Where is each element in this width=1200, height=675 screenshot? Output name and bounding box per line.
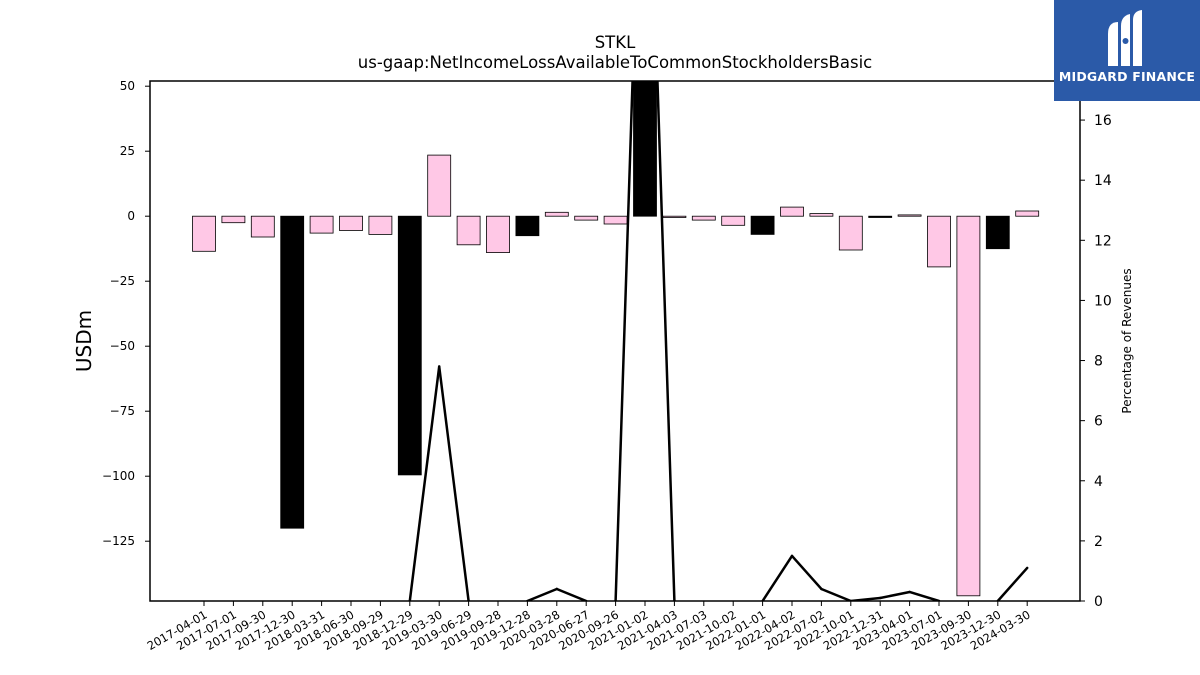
midgard-m-logo-icon	[1108, 10, 1142, 66]
y-right-tick-label: 12	[1094, 233, 1112, 249]
bar-2024-03-30	[1015, 210, 1040, 217]
bar-2022-12-31	[868, 215, 893, 218]
bar-2020-03-28	[544, 211, 569, 217]
line-segment	[614, 81, 634, 601]
bar-2023-04-01	[897, 214, 922, 217]
y-tick-label: −50	[110, 339, 135, 353]
midgard-logo: MIDGARD FINANCE	[1054, 0, 1200, 101]
bar-2021-01-02	[633, 81, 657, 217]
bar-2021-10-02	[721, 215, 746, 226]
line-segment	[790, 554, 823, 591]
bar-2017-04-01	[192, 215, 216, 252]
y-right-tick-label: 8	[1094, 354, 1103, 370]
y-right-tick-label: 6	[1094, 414, 1103, 430]
bar-2022-07-02	[809, 213, 834, 217]
bar-2018-03-31	[309, 215, 334, 234]
line-segment	[555, 587, 588, 601]
bar-2021-04-03	[662, 215, 687, 218]
line-segment	[761, 554, 794, 601]
line-segment	[878, 590, 911, 600]
y-right-tick-label: 4	[1094, 474, 1103, 490]
line-segment	[656, 81, 676, 601]
bar-2018-09-29	[368, 215, 393, 235]
bar-2020-09-26	[603, 215, 628, 225]
line-segment	[437, 365, 470, 601]
bar-2019-06-29	[456, 215, 481, 246]
y-right-tick-label: 14	[1094, 173, 1112, 189]
bar-2017-07-01	[221, 215, 246, 224]
bar-2019-09-28	[486, 215, 510, 253]
bar-2018-06-30	[339, 215, 363, 231]
bar-2018-12-29	[397, 215, 422, 476]
plot-frame	[149, 80, 1081, 602]
chart-subtitle: us-gaap:NetIncomeLossAvailableToCommonSt…	[358, 53, 872, 72]
y-tick-label: −75	[110, 404, 135, 418]
line-series	[408, 81, 1029, 601]
y-right-tick-label: 2	[1094, 534, 1103, 550]
y-tick-label: 50	[120, 79, 135, 93]
bar-2022-10-01	[838, 215, 863, 251]
bar-2020-06-27	[574, 215, 599, 221]
bar-2019-03-30	[427, 154, 452, 217]
bar-2022-01-01	[750, 215, 775, 235]
x-axis: 2017-04-012017-07-012017-09-302017-12-30…	[145, 601, 1033, 653]
y-right-tick-label: 0	[1094, 594, 1103, 610]
y-axis-right: 0 2 4 6 8 10 12 14 16	[1080, 113, 1112, 610]
chart-title: STKL	[595, 33, 636, 52]
y-tick-label: 0	[127, 209, 135, 223]
y-tick-label: −100	[102, 469, 135, 483]
bar-2023-09-30	[956, 215, 981, 597]
line-segment	[408, 365, 441, 601]
bar-2023-07-01	[927, 215, 951, 268]
bar-2019-12-28	[515, 215, 540, 237]
bar-2023-12-30	[985, 215, 1010, 250]
y-tick-label: −25	[110, 274, 135, 288]
bar-2022-04-02	[780, 206, 804, 217]
y-axis-label: USDm	[72, 310, 96, 372]
y-right-tick-label: 16	[1094, 113, 1112, 129]
logo-text: MIDGARD FINANCE	[1058, 69, 1196, 84]
bar-2017-12-30	[280, 215, 305, 529]
line-segment	[996, 566, 1029, 601]
bar-2021-07-03	[691, 215, 716, 221]
y-tick-label: 25	[120, 144, 135, 158]
line-segment	[526, 587, 559, 601]
line-segment	[908, 590, 941, 601]
y-axis-right-label: Percentage of Revenues	[1120, 268, 1134, 413]
y-right-tick-label: 10	[1094, 293, 1112, 309]
bar-2017-09-30	[250, 215, 275, 238]
bar-series	[192, 81, 1040, 597]
y-tick-label: −125	[102, 534, 135, 548]
line-segment	[820, 587, 853, 601]
y-axis-left: 50 25 0 −25 −50 −75 −100 −125	[102, 79, 150, 548]
